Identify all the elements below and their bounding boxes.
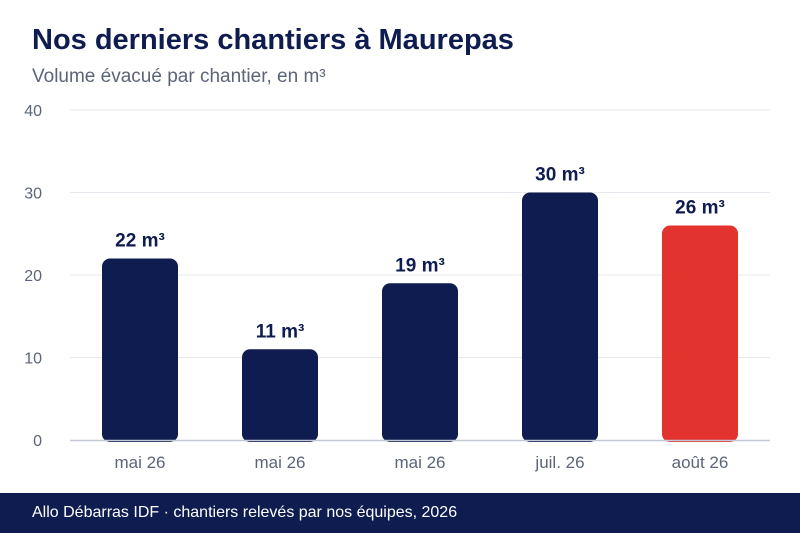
y-tick-label-30: 30	[24, 186, 42, 203]
chart-subtitle: Volume évacué par chantier, en m³	[32, 66, 326, 87]
x-tick-label-1: mai 26	[114, 453, 165, 472]
y-tick-label-10: 10	[24, 351, 42, 368]
data-label-3: 19 m³	[395, 255, 445, 276]
bar-4	[522, 192, 598, 442]
bar-chart: 0 10 20 30 40 22 m³ mai 26 11 m³ mai 26 19 m³ mai …	[24, 103, 770, 472]
data-label-4: 30 m³	[535, 165, 585, 186]
x-tick-label-2: mai 26	[254, 453, 305, 472]
x-tick-label-4: juil. 26	[534, 453, 584, 472]
bar-3	[382, 283, 458, 442]
footer-bar: Allo Débarras IDF · chantiers relevés pa…	[0, 493, 800, 533]
y-tick-label-20: 20	[24, 268, 42, 285]
footer-source: Allo Débarras IDF · chantiers relevés pa…	[32, 504, 458, 521]
chart-title: Nos derniers chantiers à Maurepas	[32, 24, 514, 56]
data-label-5: 26 m³	[675, 198, 725, 219]
x-tick-label-5: août 26	[672, 453, 729, 472]
y-tick-label-0: 0	[33, 433, 42, 450]
data-label-1: 22 m³	[115, 231, 165, 252]
x-tick-label-3: mai 26	[394, 453, 445, 472]
data-label-2: 11 m³	[256, 321, 305, 342]
bar-5	[662, 225, 738, 442]
bar-1	[102, 258, 178, 442]
bar-2	[242, 349, 318, 442]
y-tick-label-40: 40	[24, 103, 42, 120]
